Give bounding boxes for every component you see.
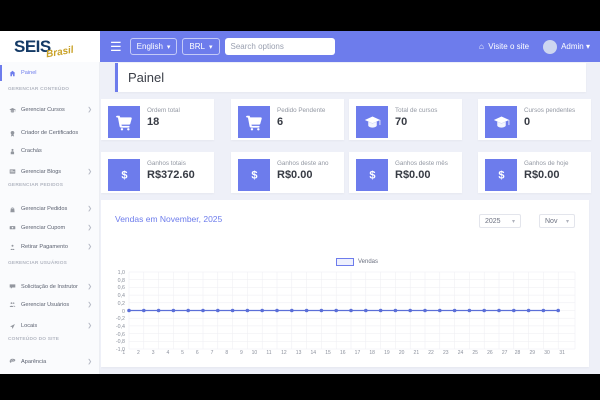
svg-text:$: $ [251,170,257,182]
svg-text:$: $ [121,170,127,182]
svg-text:$: $ [498,170,504,182]
svg-text:$: $ [369,170,375,182]
